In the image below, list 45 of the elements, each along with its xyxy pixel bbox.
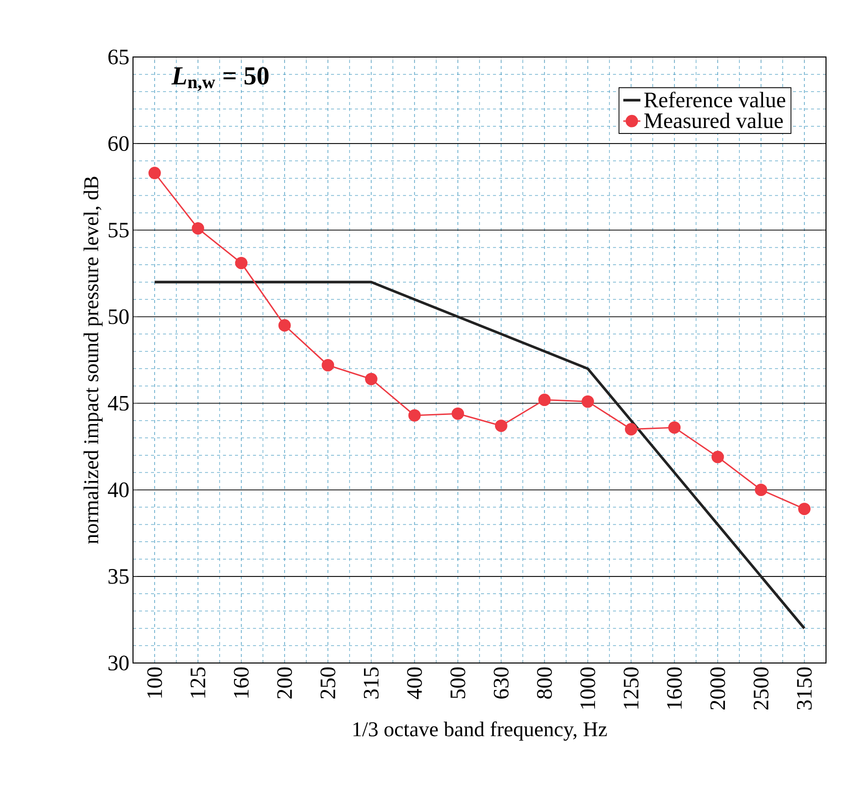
point bbox=[712, 450, 724, 464]
legend-label: Measured value bbox=[644, 112, 783, 128]
point bbox=[365, 372, 378, 386]
x-tick-label: 2500 bbox=[754, 667, 768, 710]
x-tick-label: 3150 bbox=[796, 667, 812, 710]
point bbox=[494, 420, 508, 432]
point bbox=[278, 319, 291, 332]
x-tick-label: 100 bbox=[147, 667, 162, 698]
y-axis-title: normalized impact sound pressure level, dB bbox=[84, 176, 103, 544]
x-tick-label: 250 bbox=[320, 667, 336, 699]
point bbox=[148, 166, 161, 180]
point bbox=[582, 395, 594, 408]
x-tick-label: 1250 bbox=[624, 667, 639, 709]
x-tick-label: 1000 bbox=[580, 667, 596, 709]
x-tick-label: 800 bbox=[537, 667, 552, 699]
x-tick-label: 400 bbox=[407, 667, 422, 700]
x-tick-label: 315 bbox=[364, 667, 379, 698]
point bbox=[408, 409, 421, 422]
x-tick-label: 1600 bbox=[666, 667, 682, 709]
annotation: L$_{n,w}$ = 50 bbox=[171, 67, 269, 91]
point bbox=[624, 423, 638, 436]
point bbox=[538, 394, 551, 406]
y-tick-label: 30 bbox=[108, 656, 129, 670]
point bbox=[235, 256, 248, 270]
x-tick-label: 630 bbox=[494, 667, 509, 699]
x-tick-label: 500 bbox=[450, 667, 466, 698]
x-tick-label: 200 bbox=[277, 667, 292, 699]
y-tick-label: 60 bbox=[108, 136, 129, 151]
y-tick-label: 65 bbox=[108, 50, 129, 64]
point bbox=[754, 484, 768, 496]
x-tick-label: 160 bbox=[234, 667, 249, 698]
y-tick-label: 50 bbox=[108, 309, 129, 324]
x-axis-title: 1/3 octave band frequency, Hz bbox=[353, 721, 607, 741]
x-tick-label: 2000 bbox=[710, 667, 726, 710]
legend-label: Reference value bbox=[644, 92, 786, 108]
y-tick-label: 35 bbox=[108, 569, 129, 584]
point bbox=[668, 421, 681, 434]
y-tick-label: 45 bbox=[108, 396, 129, 411]
y-tick-label: 55 bbox=[108, 222, 129, 238]
y-tick-label: 40 bbox=[108, 482, 129, 498]
point bbox=[322, 358, 334, 372]
x-tick-label: 125 bbox=[190, 667, 206, 698]
point bbox=[192, 222, 204, 235]
point bbox=[798, 502, 811, 516]
point bbox=[452, 407, 464, 420]
